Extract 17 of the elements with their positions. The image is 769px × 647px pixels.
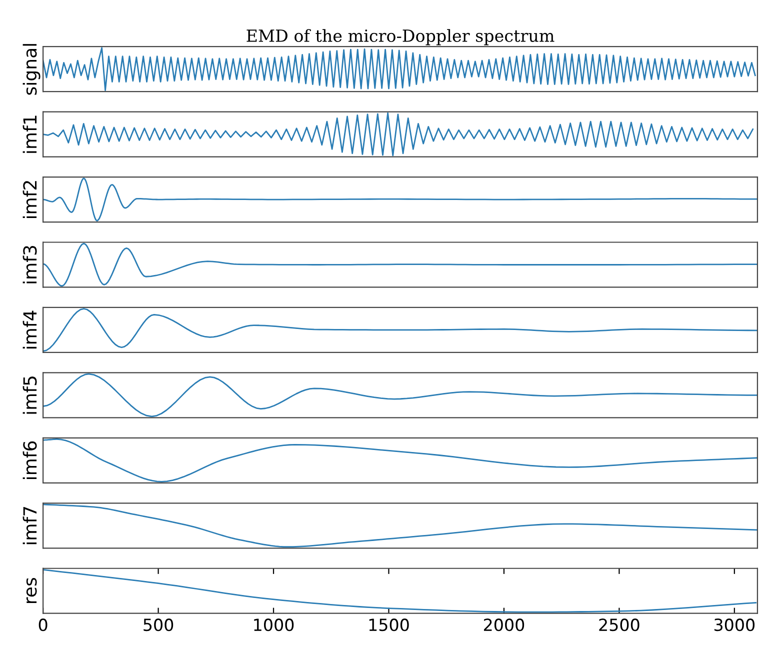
chart-title: EMD of the micro-Doppler spectrum [246,29,554,46]
y-axis-title: imf4 [22,310,37,348]
y-axis-title: signal [22,44,40,95]
y-axis-title: res [26,578,37,603]
x-tick-label: 3000 [714,618,755,632]
x-tick-label: 2000 [484,618,524,632]
x-tick-label: 1000 [254,618,294,632]
y-axis-title: imf5 [22,376,37,414]
x-tick-label: 500 [144,618,174,632]
y-axis-title: imf7 [22,506,37,544]
x-tick-label: 2500 [599,618,640,632]
x-tick-label: 1500 [369,618,409,632]
y-axis-title: imf1 [22,116,37,153]
y-axis-title: imf6 [22,441,37,479]
y-axis-title: imf2 [22,181,37,218]
x-tick-label: 0 [38,618,48,632]
y-axis-title: imf3 [22,246,37,284]
